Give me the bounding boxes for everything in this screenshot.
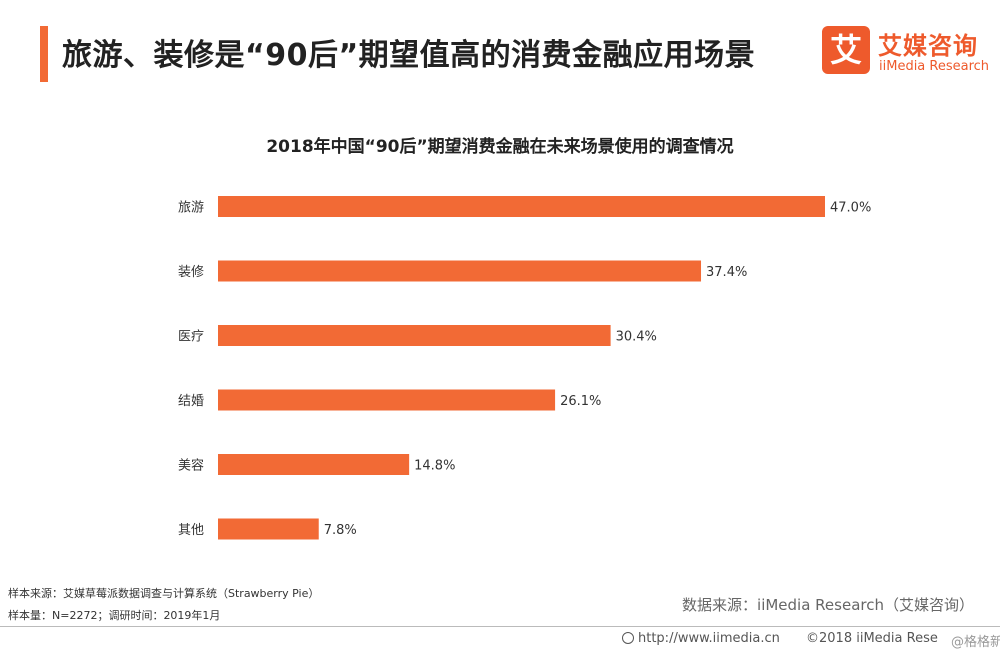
category-label: 旅游 xyxy=(178,201,204,216)
sample-source-note: 样本来源：艾媒草莓派数据调查与计算系统（Strawberry Pie） xyxy=(8,587,320,600)
bar xyxy=(218,325,611,346)
value-label: 30.4% xyxy=(616,330,657,345)
footer-divider xyxy=(0,626,1000,627)
value-label: 37.4% xyxy=(706,265,747,280)
chart-title: 2018年中国“90后”期望消费金融在未来场景使用的调查情况 xyxy=(266,137,734,157)
title-accent-bar xyxy=(40,26,48,82)
globe-icon xyxy=(622,632,634,644)
logo-english-name: iiMedia Research xyxy=(879,59,990,74)
bar xyxy=(218,260,702,282)
category-label: 装修 xyxy=(178,265,204,280)
category-label: 其他 xyxy=(178,523,204,538)
category-label: 医疗 xyxy=(178,330,204,345)
iimedia-logo: 艾 艾媒咨询 iiMedia Research xyxy=(822,26,989,82)
footer-url-text[interactable]: http://www.iimedia.cn xyxy=(638,631,780,646)
value-label: 7.8% xyxy=(324,523,357,538)
logo-chinese-name: 艾媒咨询 xyxy=(878,32,978,60)
footer-url[interactable]: http://www.iimedia.cn xyxy=(622,631,780,646)
page-title: 旅游、装修是“90后”期望值高的消费金融应用场景 xyxy=(62,38,756,73)
value-label: 26.1% xyxy=(560,394,601,409)
category-label: 美容 xyxy=(178,458,204,474)
value-label: 47.0% xyxy=(830,201,871,216)
bar xyxy=(218,454,410,475)
bar xyxy=(218,389,556,411)
data-source: 数据来源：iiMedia Research（艾媒咨询） xyxy=(682,596,974,614)
sample-size-note: 样本量：N=2272；调研时间：2019年1月 xyxy=(8,609,221,622)
footer-copyright: ©2018 iiMedia Rese xyxy=(806,631,938,646)
value-label: 14.8% xyxy=(414,459,455,474)
bar xyxy=(218,196,825,217)
category-label: 结婚 xyxy=(178,394,204,409)
footer-watermark: @格格新汇 xyxy=(951,635,1000,650)
bar xyxy=(218,518,319,540)
logo-mark-icon: 艾 xyxy=(822,26,870,74)
